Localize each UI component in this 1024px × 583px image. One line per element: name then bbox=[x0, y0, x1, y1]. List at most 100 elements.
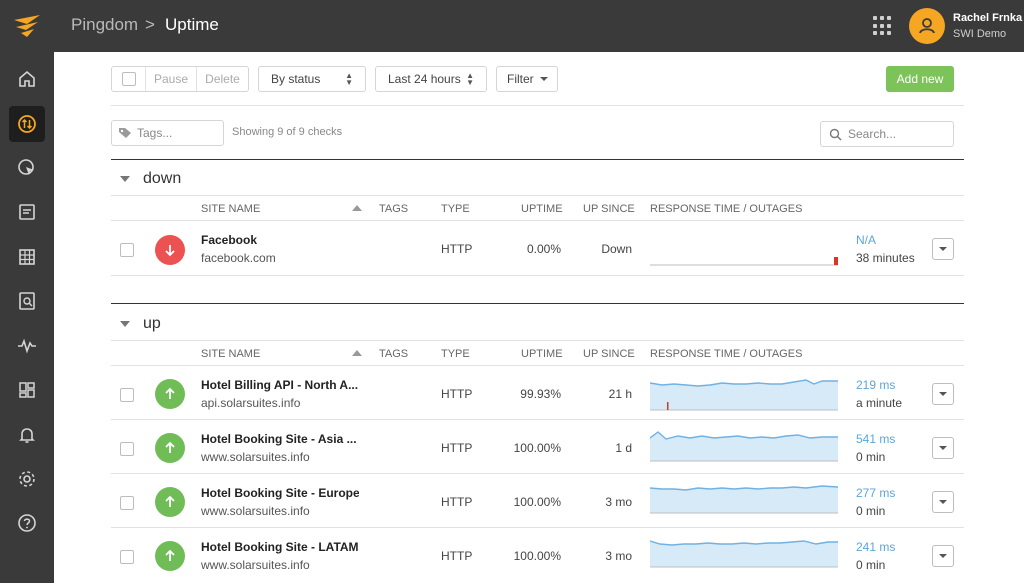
row-checkbox[interactable] bbox=[120, 388, 134, 402]
sort-ascending-icon[interactable] bbox=[352, 350, 362, 356]
last-check: 0 min bbox=[856, 450, 886, 464]
breadcrumb-separator: > bbox=[145, 15, 155, 34]
caret-down-icon bbox=[939, 446, 947, 450]
caret-down-icon bbox=[939, 500, 947, 504]
nav-reports[interactable] bbox=[9, 283, 45, 319]
response-time[interactable]: 219 ms bbox=[856, 378, 896, 392]
site-name[interactable]: Hotel Booking Site - LATAM bbox=[201, 540, 359, 554]
page-title: Uptime bbox=[165, 15, 219, 34]
select-all-cell bbox=[112, 67, 146, 91]
page-speed-icon bbox=[19, 204, 35, 220]
column-header-site-name[interactable]: SITE NAME bbox=[201, 203, 261, 215]
home-icon bbox=[19, 70, 35, 87]
column-header-response-time: RESPONSE TIME / OUTAGES bbox=[650, 203, 803, 215]
divider bbox=[111, 419, 964, 420]
site-name[interactable]: Facebook bbox=[201, 233, 258, 247]
status-up-icon bbox=[155, 487, 185, 517]
divider bbox=[111, 527, 964, 528]
status-select[interactable]: By status ▲ ▼ bbox=[258, 66, 366, 92]
nav-alerts[interactable] bbox=[9, 417, 45, 453]
row-checkbox[interactable] bbox=[120, 550, 134, 564]
site-name[interactable]: Hotel Booking Site - Europe bbox=[201, 486, 359, 500]
nav-page-speed[interactable] bbox=[9, 194, 45, 230]
main-content: Pause Delete By status ▲ ▼ Last 24 hours … bbox=[54, 52, 1024, 583]
search-placeholder: Search... bbox=[848, 127, 897, 141]
user-name[interactable]: Rachel Frnka bbox=[953, 12, 1023, 24]
group-title: down bbox=[143, 170, 182, 187]
dashboard-icon bbox=[19, 382, 35, 398]
select-all-checkbox[interactable] bbox=[121, 72, 136, 86]
nav-rum[interactable] bbox=[9, 328, 45, 364]
last-check: 0 min bbox=[856, 504, 886, 518]
group-header-down[interactable]: down bbox=[120, 170, 181, 188]
row-checkbox[interactable] bbox=[120, 442, 134, 456]
column-header-type[interactable]: TYPE bbox=[441, 348, 470, 360]
nav-settings[interactable] bbox=[9, 461, 45, 497]
avatar[interactable] bbox=[909, 8, 945, 44]
column-header-uptime[interactable]: UPTIME bbox=[521, 203, 563, 215]
filter-dropdown[interactable]: Filter bbox=[496, 66, 558, 92]
collapse-icon bbox=[120, 176, 130, 182]
nav-dashboard[interactable] bbox=[9, 372, 45, 408]
time-range-select[interactable]: Last 24 hours ▲ ▼ bbox=[375, 66, 487, 92]
row-actions-dropdown[interactable] bbox=[932, 545, 954, 567]
row-checkbox[interactable] bbox=[120, 496, 134, 510]
response-sparkline[interactable] bbox=[650, 379, 838, 411]
rum-icon bbox=[18, 338, 36, 354]
column-header-type[interactable]: TYPE bbox=[441, 203, 470, 215]
response-time[interactable]: N/A bbox=[856, 233, 877, 247]
response-sparkline[interactable] bbox=[650, 482, 838, 514]
settings-icon bbox=[19, 471, 35, 487]
nav-home[interactable] bbox=[9, 61, 45, 97]
site-name[interactable]: Hotel Booking Site - Asia ... bbox=[201, 432, 357, 446]
sort-ascending-icon[interactable] bbox=[352, 205, 362, 211]
pause-button[interactable]: Pause bbox=[146, 67, 197, 91]
up-since-value: Down bbox=[601, 242, 632, 256]
apps-grid-icon[interactable] bbox=[873, 16, 893, 36]
delete-button[interactable]: Delete bbox=[205, 72, 240, 86]
column-header-uptime[interactable]: UPTIME bbox=[521, 348, 563, 360]
column-header-up-since[interactable]: UP SINCE bbox=[583, 203, 635, 215]
divider bbox=[111, 275, 964, 276]
row-actions-dropdown[interactable] bbox=[932, 491, 954, 513]
response-sparkline[interactable] bbox=[650, 238, 838, 266]
nav-grid[interactable] bbox=[9, 239, 45, 275]
user-icon bbox=[919, 18, 935, 34]
response-sparkline[interactable] bbox=[650, 430, 838, 462]
status-up-icon bbox=[155, 379, 185, 409]
nav-uptime[interactable] bbox=[9, 106, 45, 142]
row-actions-dropdown[interactable] bbox=[932, 437, 954, 459]
row-actions-dropdown[interactable] bbox=[932, 383, 954, 405]
response-time[interactable]: 541 ms bbox=[856, 432, 896, 446]
response-sparkline[interactable] bbox=[650, 536, 838, 568]
group-header-up[interactable]: up bbox=[120, 315, 161, 333]
site-name[interactable]: Hotel Billing API - North A... bbox=[201, 378, 359, 392]
solarwinds-logo-icon[interactable] bbox=[12, 12, 44, 40]
tags-input[interactable]: Tags... bbox=[111, 120, 224, 146]
divider bbox=[111, 195, 964, 196]
response-time[interactable]: 277 ms bbox=[856, 486, 896, 500]
last-check: a minute bbox=[856, 396, 903, 410]
breadcrumb-pingdom[interactable]: Pingdom bbox=[71, 15, 139, 34]
response-time[interactable]: 241 ms bbox=[856, 540, 896, 554]
uptime-value: 100.00% bbox=[513, 549, 561, 563]
nav-transactions[interactable] bbox=[9, 150, 45, 186]
status-down-icon bbox=[155, 235, 185, 265]
site-url: www.solarsuites.info bbox=[201, 450, 310, 464]
status-up-icon bbox=[155, 433, 185, 463]
row-checkbox[interactable] bbox=[120, 243, 134, 257]
caret-down-icon bbox=[939, 392, 947, 396]
column-header-up-since[interactable]: UP SINCE bbox=[583, 348, 635, 360]
search-input[interactable]: Search... bbox=[820, 121, 954, 147]
add-new-button[interactable]: Add new bbox=[886, 66, 954, 92]
up-since-value: 1 d bbox=[615, 441, 632, 455]
group-divider bbox=[111, 303, 964, 304]
top-bar: Pingdom > Uptime Rachel Frnka SWI Demo bbox=[0, 0, 1024, 52]
row-actions-dropdown[interactable] bbox=[932, 238, 954, 260]
uptime-value: 100.00% bbox=[513, 495, 561, 509]
column-header-site-name[interactable]: SITE NAME bbox=[201, 348, 261, 360]
nav-help[interactable] bbox=[9, 505, 45, 541]
status-up-icon bbox=[155, 541, 185, 571]
transaction-icon bbox=[18, 159, 34, 175]
divider bbox=[111, 365, 964, 366]
